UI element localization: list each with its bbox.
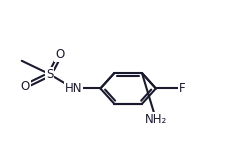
Text: O: O — [55, 48, 64, 61]
Text: S: S — [46, 68, 53, 81]
Text: F: F — [178, 82, 185, 95]
Text: NH₂: NH₂ — [144, 113, 166, 126]
Text: O: O — [20, 80, 30, 93]
Text: HN: HN — [64, 82, 82, 95]
